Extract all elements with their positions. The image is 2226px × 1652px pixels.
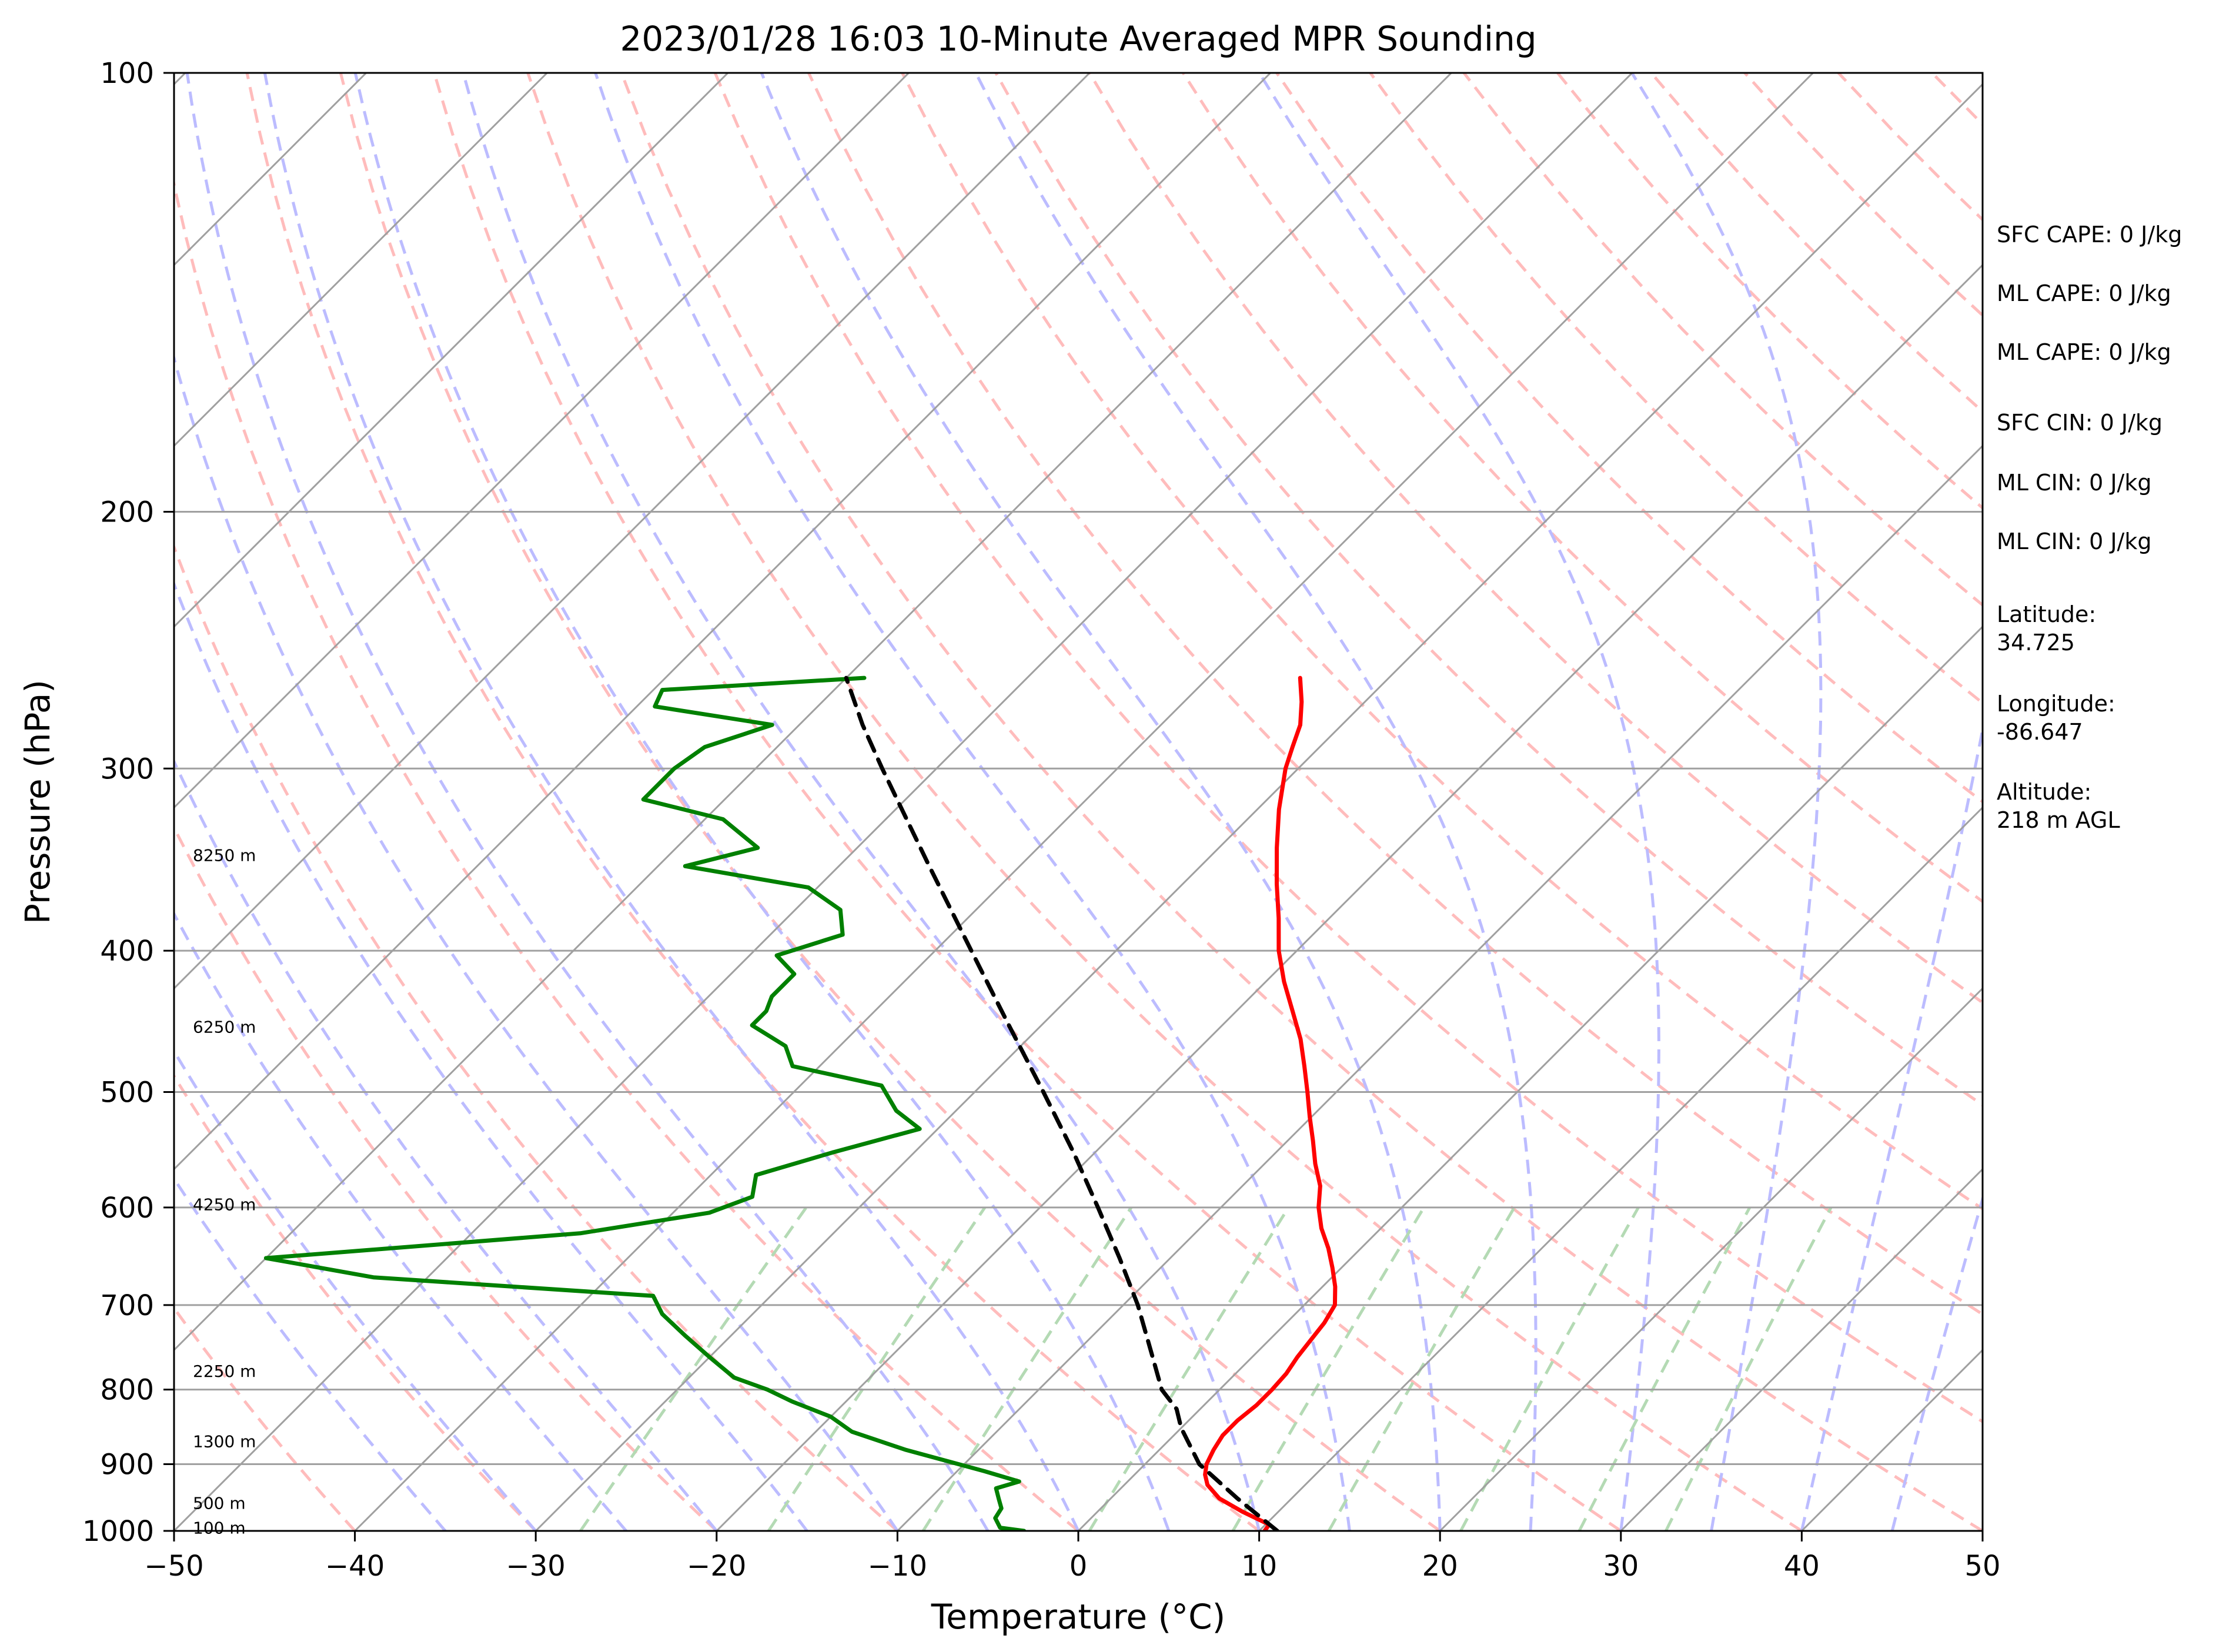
mixing-ratio-line (579, 1206, 808, 1531)
x-axis-label: Temperature (°C) (931, 1597, 1226, 1637)
annotation-text: SFC CIN: 0 J/kg (1997, 410, 2163, 436)
y-tick-label: 100 (100, 57, 154, 90)
dewpoint-line (263, 675, 1027, 1531)
annotation-text: ML CIN: 0 J/kg (1997, 529, 2151, 554)
dry-adiabat (901, 73, 1983, 1211)
background-lines (174, 73, 1983, 1531)
dry-adiabat (433, 73, 1622, 1531)
y-tick-label: 600 (100, 1192, 154, 1225)
annotation-text: Altitude: (1997, 779, 2091, 805)
dry-adiabat (526, 73, 1803, 1531)
y-tick-label: 700 (100, 1289, 154, 1322)
height-label: 2250 m (193, 1362, 256, 1381)
dry-adiabat (174, 177, 1079, 1531)
isotherm (174, 73, 1633, 1531)
height-label: 500 m (193, 1494, 246, 1513)
dry-adiabat (1275, 73, 1983, 804)
dry-adiabat (174, 1073, 537, 1531)
parcel-path-line (844, 675, 1279, 1531)
isotherm (174, 73, 729, 628)
moist-adiabat (974, 73, 1538, 1531)
annotation-text: ML CAPE: 0 J/kg (1997, 280, 2171, 306)
isotherm (716, 263, 1983, 1531)
isotherm (535, 83, 1983, 1531)
moist-adiabat (185, 73, 990, 1531)
x-tick-label: −30 (506, 1550, 566, 1583)
annotation-text: ML CAPE: 0 J/kg (1997, 339, 2171, 365)
x-tick-label: 50 (1964, 1550, 2000, 1583)
dry-adiabat (713, 73, 1983, 1424)
x-tick-label: −20 (687, 1550, 746, 1583)
dry-adiabat (620, 73, 1983, 1531)
isotherm (1439, 987, 1983, 1531)
dry-adiabat (807, 73, 1983, 1316)
moist-adiabat (174, 911, 627, 1531)
annotation-text: 34.725 (1997, 630, 2075, 656)
annotation-text: -86.647 (1997, 719, 2083, 745)
annotation-text: 218 m AGL (1997, 807, 2120, 833)
x-tick-label: 40 (1784, 1550, 1820, 1583)
moist-adiabat (174, 1176, 447, 1531)
moist-adiabat (1630, 73, 1823, 1531)
y-tick-label: 200 (100, 496, 154, 529)
height-label: 1300 m (193, 1432, 256, 1452)
dry-adiabat (174, 543, 899, 1531)
isotherm (1620, 1168, 1983, 1531)
moist-adiabat (353, 73, 1171, 1531)
moist-adiabat (174, 1048, 537, 1531)
y-tick-label: 900 (100, 1449, 154, 1482)
y-tick-label: 300 (100, 753, 154, 785)
height-label: 6250 m (193, 1017, 256, 1036)
y-tick-label: 800 (100, 1374, 154, 1407)
isotherm (174, 73, 1271, 1171)
isotherm (174, 73, 1452, 1352)
x-tick-label: −50 (144, 1550, 203, 1583)
isotherm (354, 73, 1814, 1531)
x-tick-label: −40 (325, 1550, 385, 1583)
y-axis-label: Pressure (hPa) (18, 680, 58, 924)
annotation-text: ML CIN: 0 J/kg (1997, 470, 2151, 496)
profile-lines (263, 675, 1338, 1531)
isotherm (1077, 625, 1983, 1531)
isotherm (897, 444, 1983, 1531)
height-label: 4250 m (193, 1195, 256, 1214)
moist-adiabat (760, 73, 1442, 1531)
height-labels: 100 m 500 m 1300 m 2250 m 4250 m 6250 m 8250 m (193, 846, 256, 1538)
annotations-panel: SFC CAPE: 0 J/kg ML CAPE: 0 J/kg ML CAPE: … (1997, 222, 2182, 833)
x-tick-label: 10 (1241, 1550, 1277, 1583)
annotation-text: Longitude: (1997, 691, 2115, 717)
annotation-text: Latitude: (1997, 601, 2096, 627)
y-tick-label: 400 (100, 935, 154, 968)
x-tick-label: 0 (1069, 1550, 1088, 1583)
y-tick-label: 1000 (82, 1515, 154, 1548)
axes: −50 −40 −30 −20 −10 0 10 20 30 40 50 100 200 300 400 50… (82, 57, 2001, 1583)
x-tick-label: 20 (1422, 1550, 1458, 1583)
dry-adiabat (174, 824, 718, 1531)
annotation-text: SFC CAPE: 0 J/kg (1997, 222, 2182, 248)
moist-adiabat (263, 73, 1080, 1531)
chart-title: 2023/01/28 16:03 10-Minute Averaged MPR … (620, 19, 1536, 59)
dry-adiabat (994, 73, 1983, 1107)
dry-adiabat (1369, 73, 1983, 705)
isotherm (174, 73, 910, 809)
y-tick-label: 500 (100, 1076, 154, 1109)
plot-area (174, 73, 1983, 1531)
height-label: 8250 m (193, 846, 256, 865)
isotherm (174, 73, 1091, 990)
moist-adiabat (1800, 722, 1983, 1531)
dry-adiabat (174, 1305, 356, 1531)
isotherm (1258, 806, 1983, 1531)
temperature-line (1203, 675, 1338, 1531)
moist-adiabat (174, 353, 899, 1531)
dry-adiabat (339, 73, 1441, 1531)
x-tick-label: −10 (868, 1550, 927, 1583)
isotherm (174, 73, 548, 447)
moist-adiabat (1258, 73, 1660, 1531)
x-tick-label: 30 (1603, 1550, 1639, 1583)
height-label: 100 m (193, 1519, 246, 1538)
